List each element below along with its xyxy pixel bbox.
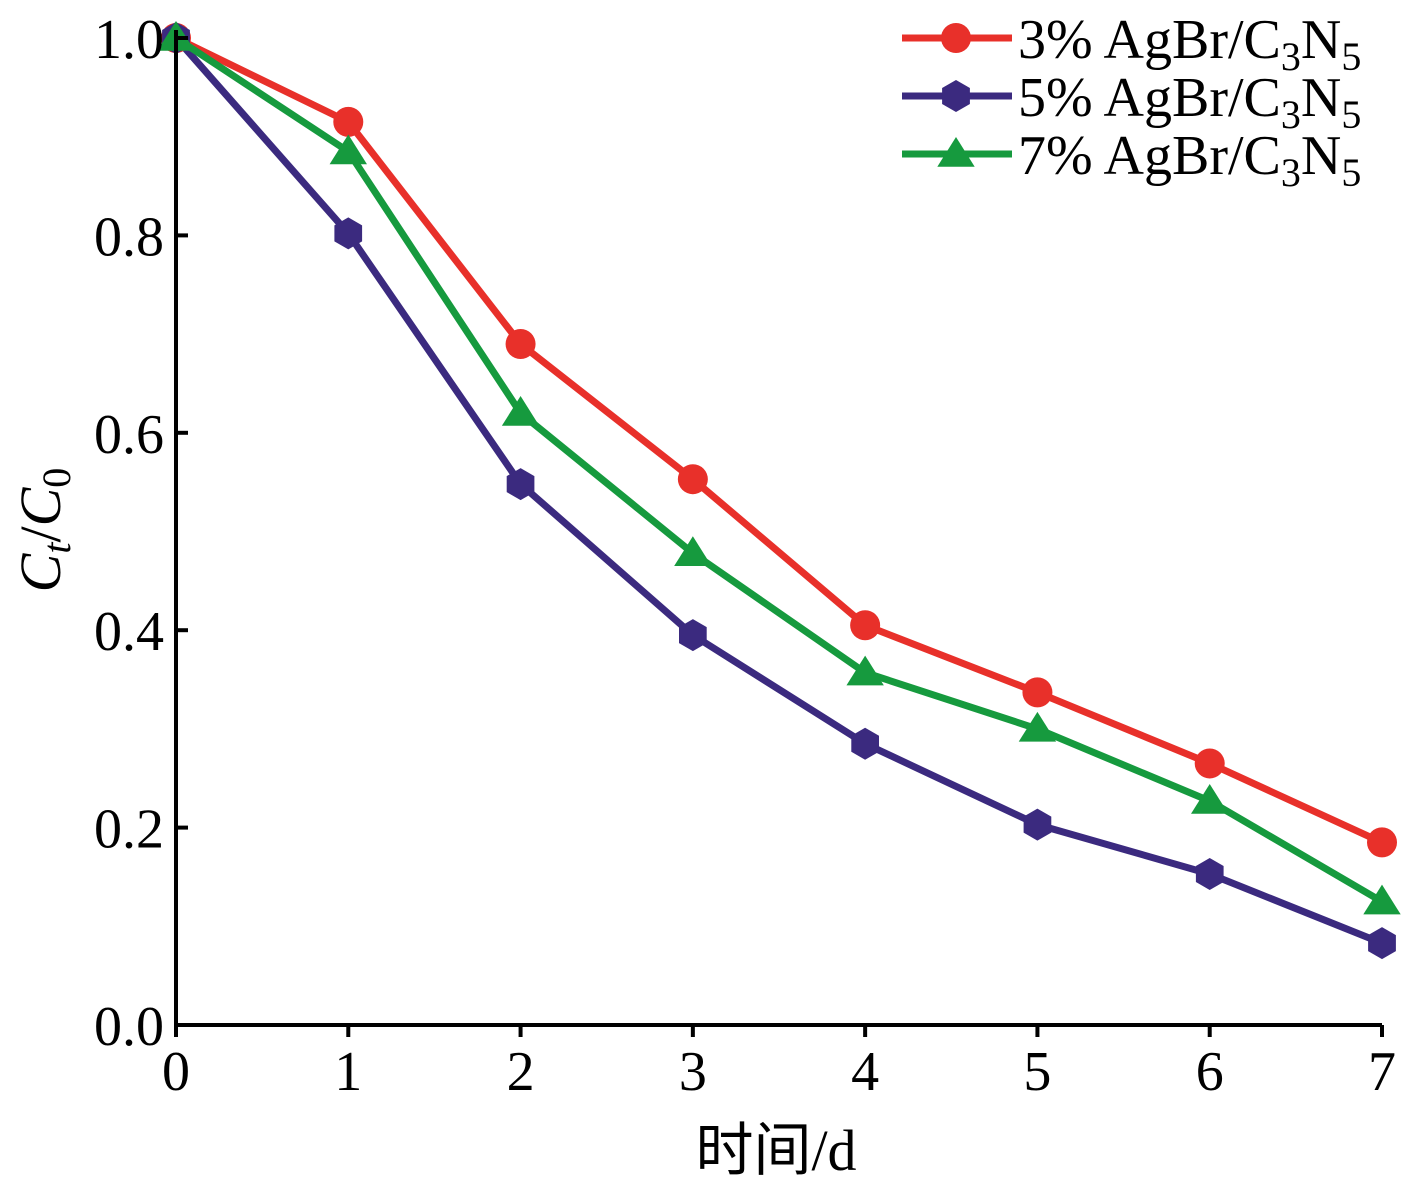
- series-line-3: [172, 34, 1386, 906]
- y-axis-title: Ct/C0: [8, 468, 79, 593]
- series-2-point: [1368, 927, 1396, 960]
- series-1-point: [1022, 677, 1053, 708]
- series-1-point: [850, 610, 881, 641]
- series-1-point: [333, 106, 364, 137]
- series-3-point: [674, 536, 712, 566]
- legend-marker: [942, 80, 970, 112]
- legend-entry-2: 5% AgBr/C3N5: [902, 67, 1361, 137]
- x-tick-label: 1: [334, 1041, 362, 1103]
- series-markers: [157, 21, 1401, 960]
- series-line-2: [172, 34, 1386, 947]
- x-tick-label: 3: [679, 1041, 707, 1103]
- x-axis-title: 时间/d: [695, 1118, 856, 1181]
- series-2-point: [506, 468, 535, 501]
- legend-marker: [941, 23, 971, 53]
- x-tick-label: 7: [1368, 1041, 1396, 1103]
- series-3-point: [846, 655, 884, 686]
- series-line-1: [172, 34, 1386, 846]
- legend-marker: [937, 137, 975, 167]
- y-tick-label: 1.0: [94, 9, 164, 71]
- y-tick-label: 0.6: [94, 404, 164, 466]
- series-3-point: [1018, 711, 1057, 742]
- series-2-point: [679, 619, 707, 652]
- series-3-point: [1191, 783, 1229, 814]
- series-1-point: [1367, 827, 1397, 858]
- x-axis-ticks: 0 1 2 3 4 5 6 7: [162, 1025, 1396, 1103]
- series-2-point: [1023, 808, 1052, 841]
- y-tick-label: 0.2: [94, 799, 164, 861]
- series-2-point: [1195, 858, 1224, 890]
- series-2-point: [851, 727, 879, 760]
- series-3-point: [329, 134, 367, 165]
- legend-label: 5% AgBr/C3N5: [1018, 67, 1361, 137]
- y-tick-label: 0.4: [94, 601, 164, 663]
- x-tick-label: 5: [1023, 1041, 1051, 1103]
- legend-label: 7% AgBr/C3N5: [1018, 125, 1361, 195]
- x-tick-label: 0: [162, 1041, 190, 1103]
- series-lines: [172, 34, 1386, 947]
- series-3-point: [1363, 884, 1401, 915]
- series-3-point: [501, 396, 540, 426]
- series-1-point: [677, 464, 708, 495]
- x-tick-label: 4: [851, 1041, 879, 1103]
- series-1-point: [1194, 748, 1225, 779]
- y-tick-label: 0.0: [94, 996, 164, 1058]
- series-1-point: [505, 328, 536, 359]
- legend-label: 3% AgBr/C3N5: [1018, 9, 1361, 79]
- legend-entry-3: 7% AgBr/C3N5: [902, 125, 1361, 195]
- y-tick-label: 0.8: [94, 206, 164, 268]
- legend-entry-1: 3% AgBr/C3N5: [902, 9, 1361, 79]
- x-tick-label: 6: [1196, 1041, 1224, 1103]
- series-2-point: [334, 217, 363, 250]
- y-axis-ticks: 0.0 0.2 0.4 0.6 0.8 1.0: [94, 9, 188, 1058]
- axes: [174, 30, 1382, 1027]
- x-tick-label: 2: [507, 1041, 535, 1103]
